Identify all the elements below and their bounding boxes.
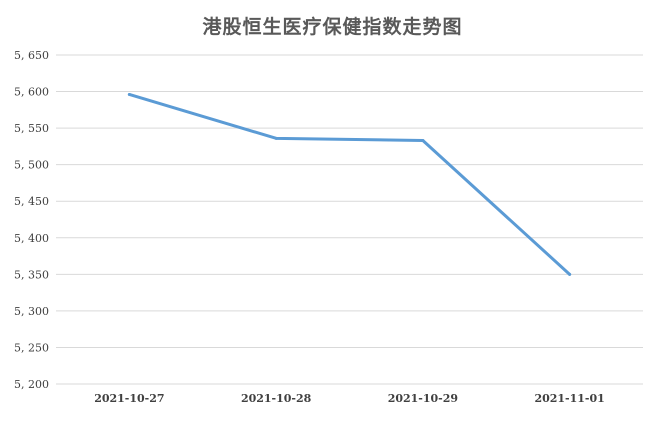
y-tick-label: 5, 550 bbox=[14, 122, 49, 135]
y-tick-label: 5, 300 bbox=[14, 305, 49, 318]
y-tick-label: 5, 250 bbox=[14, 341, 49, 354]
x-tick-label: 2021-10-28 bbox=[241, 392, 312, 405]
y-tick-label: 5, 450 bbox=[14, 195, 49, 208]
chart-title: 港股恒生医疗保健指数走势图 bbox=[202, 16, 463, 38]
x-tick-label: 2021-10-29 bbox=[388, 392, 458, 405]
series-line bbox=[127, 92, 572, 276]
data-point bbox=[568, 272, 572, 276]
x-tick-label: 2021-11-01 bbox=[534, 392, 604, 405]
y-tick-label: 5, 600 bbox=[14, 86, 49, 99]
x-tick-label: 2021-10-27 bbox=[94, 392, 164, 405]
data-point bbox=[274, 136, 278, 140]
y-tick-label: 5, 350 bbox=[14, 268, 49, 281]
y-tick-label: 5, 200 bbox=[14, 378, 49, 391]
y-tick-label: 5, 500 bbox=[14, 159, 49, 172]
y-tick-label: 5, 400 bbox=[14, 232, 49, 245]
y-tick-label: 5, 650 bbox=[14, 49, 49, 62]
data-point bbox=[127, 92, 131, 96]
data-point bbox=[421, 139, 425, 143]
